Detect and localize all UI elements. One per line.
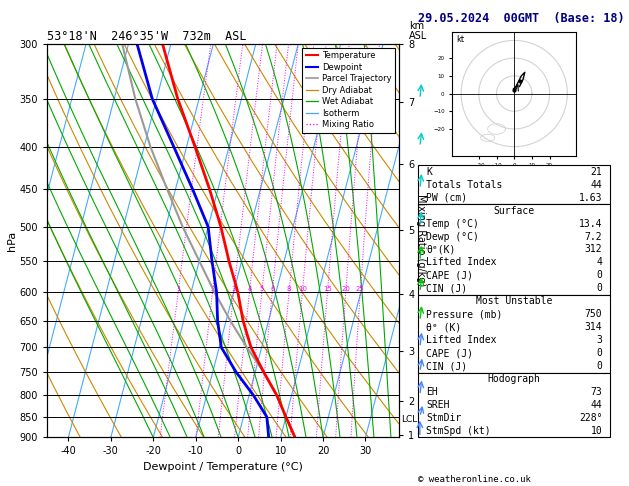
Text: 53°18'N  246°35'W  732m  ASL: 53°18'N 246°35'W 732m ASL: [47, 30, 247, 43]
Text: 1.63: 1.63: [579, 192, 603, 203]
Y-axis label: Mixing Ratio (g/kg): Mixing Ratio (g/kg): [416, 194, 426, 287]
Text: km
ASL: km ASL: [409, 20, 427, 41]
Text: 10: 10: [591, 426, 603, 436]
Text: 73: 73: [591, 387, 603, 397]
Text: Dewp (°C): Dewp (°C): [426, 231, 479, 242]
Text: θᵉ (K): θᵉ (K): [426, 322, 461, 332]
Text: 0: 0: [596, 348, 603, 358]
Text: 312: 312: [585, 244, 603, 255]
Text: 750: 750: [585, 309, 603, 319]
Text: 3: 3: [596, 335, 603, 345]
Text: 4: 4: [247, 286, 252, 292]
Text: K: K: [426, 167, 432, 177]
Text: CIN (J): CIN (J): [426, 361, 467, 371]
Text: Most Unstable: Most Unstable: [476, 296, 552, 306]
Text: 1: 1: [176, 286, 181, 292]
Text: 6: 6: [270, 286, 274, 292]
Text: StmSpd (kt): StmSpd (kt): [426, 426, 491, 436]
Bar: [418, 295, 610, 373]
Text: 0: 0: [596, 270, 603, 280]
Text: θᵉ(K): θᵉ(K): [426, 244, 455, 255]
Text: 228°: 228°: [579, 413, 603, 423]
Text: Hodograph: Hodograph: [487, 374, 541, 384]
Bar: [418, 165, 610, 204]
Text: Lifted Index: Lifted Index: [426, 258, 496, 267]
Text: 21: 21: [591, 167, 603, 177]
Bar: [418, 204, 610, 295]
Text: 0: 0: [596, 283, 603, 294]
Text: StmDir: StmDir: [426, 413, 461, 423]
Text: LCL: LCL: [401, 415, 417, 424]
Text: 13.4: 13.4: [579, 219, 603, 228]
Text: PW (cm): PW (cm): [426, 192, 467, 203]
Text: CAPE (J): CAPE (J): [426, 270, 473, 280]
Text: 314: 314: [585, 322, 603, 332]
Text: 44: 44: [591, 180, 603, 190]
Text: 29.05.2024  00GMT  (Base: 18): 29.05.2024 00GMT (Base: 18): [418, 12, 625, 25]
Text: 44: 44: [591, 400, 603, 410]
Legend: Temperature, Dewpoint, Parcel Trajectory, Dry Adiabat, Wet Adiabat, Isotherm, Mi: Temperature, Dewpoint, Parcel Trajectory…: [303, 48, 395, 133]
Text: CAPE (J): CAPE (J): [426, 348, 473, 358]
Bar: [418, 373, 610, 437]
Text: 20: 20: [342, 286, 350, 292]
Text: Temp (°C): Temp (°C): [426, 219, 479, 228]
Text: 0: 0: [596, 361, 603, 371]
Text: 4: 4: [596, 258, 603, 267]
Text: 25: 25: [356, 286, 365, 292]
Text: 2: 2: [210, 286, 214, 292]
Text: EH: EH: [426, 387, 438, 397]
Text: 5: 5: [260, 286, 264, 292]
Text: Lifted Index: Lifted Index: [426, 335, 496, 345]
Text: © weatheronline.co.uk: © weatheronline.co.uk: [418, 474, 531, 484]
Text: Surface: Surface: [494, 206, 535, 216]
Text: 3: 3: [231, 286, 236, 292]
Text: SREH: SREH: [426, 400, 450, 410]
Text: Pressure (mb): Pressure (mb): [426, 309, 503, 319]
Y-axis label: hPa: hPa: [7, 230, 17, 251]
Text: 15: 15: [323, 286, 332, 292]
Text: 8: 8: [287, 286, 291, 292]
X-axis label: Dewpoint / Temperature (°C): Dewpoint / Temperature (°C): [143, 462, 303, 472]
Text: kt: kt: [456, 35, 464, 44]
Text: Totals Totals: Totals Totals: [426, 180, 503, 190]
Text: 7.2: 7.2: [585, 231, 603, 242]
Text: 10: 10: [298, 286, 307, 292]
Text: CIN (J): CIN (J): [426, 283, 467, 294]
